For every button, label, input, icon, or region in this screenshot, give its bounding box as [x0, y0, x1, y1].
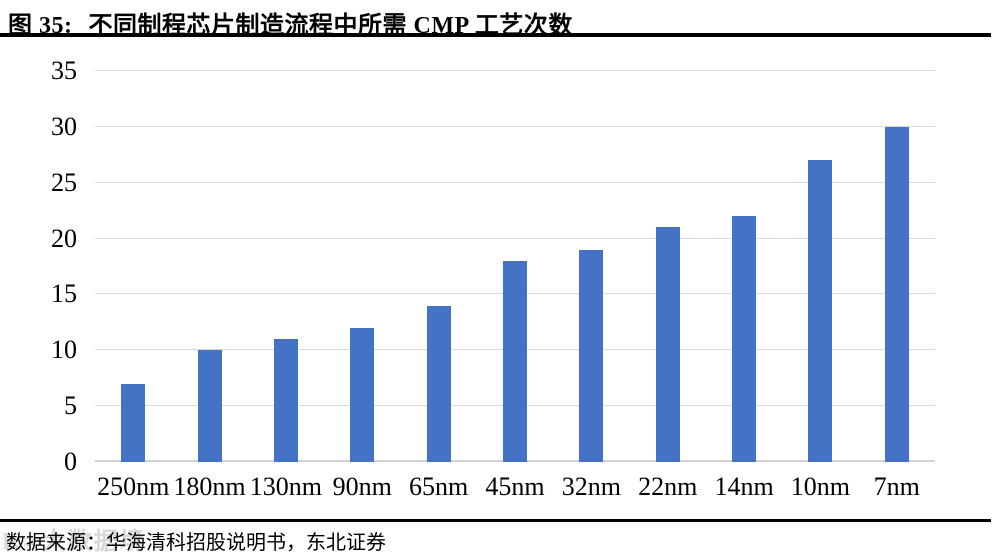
x-axis-labels: 250nm 180nm 130nm 90nm 65nm 45nm 32nm 22nm 14nm 1…	[95, 471, 935, 502]
y-tick-label-30: 30	[51, 111, 77, 141]
y-tick-label-15: 15	[51, 279, 77, 309]
y-tick-label-25: 25	[51, 167, 77, 197]
y-tick-label-0: 0	[64, 447, 77, 476]
gridline-35	[95, 70, 935, 71]
bar-column-14nm	[706, 71, 782, 462]
x-tick-label-180nm: 180nm	[173, 472, 246, 501]
bar-column-250nm	[95, 71, 171, 462]
watermark: K∞大数据境	[2, 529, 146, 555]
bar-32nm	[579, 249, 604, 462]
bars-container	[95, 71, 935, 462]
bar-column-7nm	[859, 71, 935, 462]
title-divider-rule	[0, 33, 991, 37]
y-axis-labels: 0 5 10 15 20 25 30 35	[0, 58, 77, 475]
bar-90nm	[350, 327, 375, 462]
bar-7nm	[884, 126, 909, 462]
gridline-20	[95, 237, 935, 239]
gridline-30	[95, 125, 935, 127]
x-tick-label-7nm: 7nm	[873, 472, 920, 501]
x-tick-label-32nm: 32nm	[561, 472, 621, 501]
x-tick-label-65nm: 65nm	[409, 472, 469, 501]
bar-45nm	[502, 260, 527, 462]
y-tick-label-20: 20	[51, 223, 77, 253]
bar-14nm	[732, 216, 757, 462]
gridline-25	[95, 181, 935, 183]
bar-column-180nm	[171, 71, 247, 462]
plot-area	[95, 70, 935, 462]
bar-180nm	[197, 350, 222, 462]
x-tick-label-45nm: 45nm	[485, 472, 545, 501]
y-tick-label-35: 35	[51, 56, 77, 85]
x-tick-label-14nm: 14nm	[714, 472, 774, 501]
x-tick-label-10nm: 10nm	[790, 472, 851, 501]
bar-column-45nm	[477, 71, 553, 462]
bar-column-90nm	[324, 71, 400, 462]
x-tick-label-250nm: 250nm	[97, 472, 170, 501]
bar-column-65nm	[400, 71, 476, 462]
x-tick-label-90nm: 90nm	[332, 472, 392, 501]
x-tick-label-130nm: 130nm	[249, 472, 323, 501]
bar-column-130nm	[248, 71, 324, 462]
bar-10nm	[808, 160, 833, 462]
y-tick-label-10: 10	[51, 335, 77, 365]
bar-250nm	[121, 383, 146, 462]
x-tick-label-22nm: 22nm	[638, 472, 698, 501]
data-source-note: 数据来源：华海清科招股说明书，东北证券	[6, 532, 386, 554]
y-tick-label-5: 5	[64, 391, 77, 421]
bar-65nm	[426, 305, 451, 462]
bar-130nm	[273, 339, 298, 462]
bar-column-10nm	[782, 71, 858, 462]
bar-22nm	[655, 227, 680, 462]
bar-column-22nm	[630, 71, 706, 462]
footer-divider-rule	[0, 519, 991, 522]
bar-column-32nm	[553, 71, 629, 462]
